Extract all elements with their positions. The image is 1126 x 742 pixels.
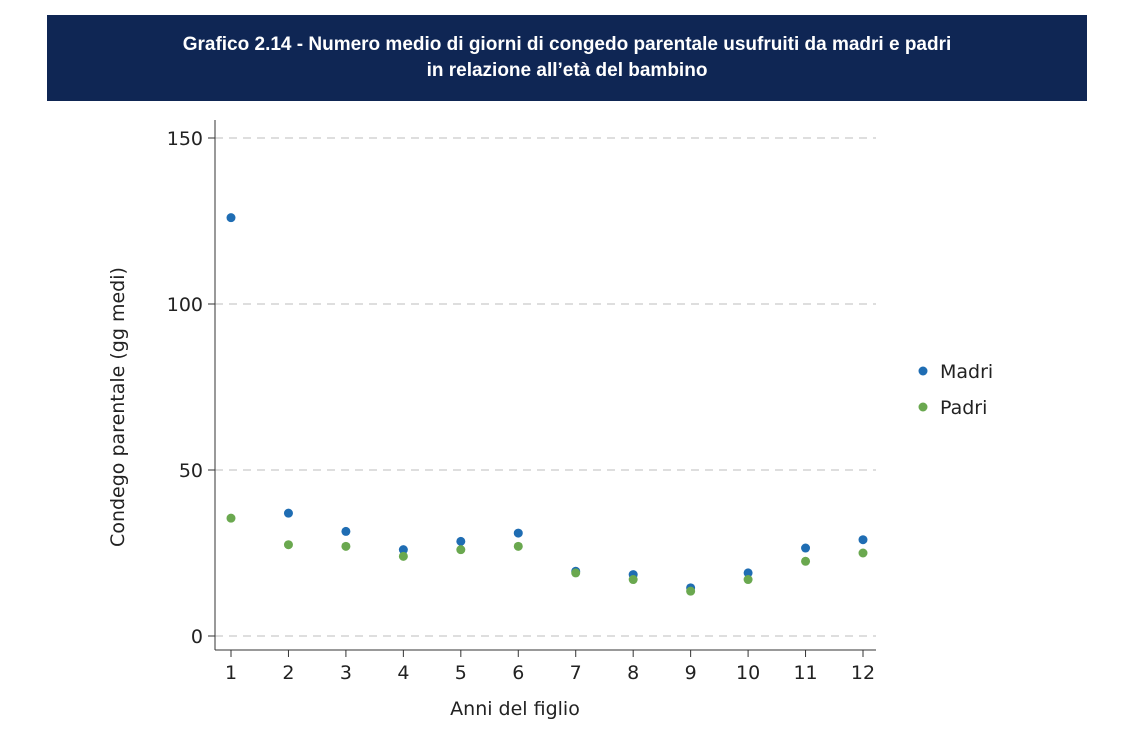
point-madri-4 — [398, 545, 408, 555]
data-points — [226, 213, 868, 596]
x-tick-label-3: 3 — [340, 662, 352, 684]
point-padri-6 — [513, 541, 523, 551]
point-madri-10 — [743, 568, 753, 578]
y-axis-label: Condego parentale (gg medi) — [107, 267, 129, 547]
x-tick-label-12: 12 — [851, 662, 875, 684]
y-tick-label-100: 100 — [167, 294, 203, 316]
gridlines — [215, 137, 876, 637]
point-madri-11 — [801, 543, 811, 553]
point-padri-7 — [571, 568, 581, 578]
point-madri-1 — [226, 213, 236, 223]
point-padri-3 — [341, 541, 351, 551]
y-tick-label-150: 150 — [167, 128, 203, 150]
point-padri-1 — [226, 513, 236, 523]
chart-title-line-1: Grafico 2.14 - Numero medio di giorni di… — [182, 34, 952, 55]
y-tick-label-50: 50 — [179, 460, 203, 482]
point-padri-5 — [456, 545, 466, 555]
legend-label-madri: Madri — [940, 361, 993, 383]
point-padri-10 — [743, 575, 753, 585]
point-madri-6 — [513, 528, 523, 538]
point-padri-12 — [858, 548, 868, 558]
x-tick-label-11: 11 — [793, 662, 817, 684]
x-tick-label-4: 4 — [397, 662, 409, 684]
point-padri-4 — [398, 551, 408, 561]
x-tick-label-7: 7 — [570, 662, 582, 684]
x-tick-label-8: 8 — [627, 662, 639, 684]
point-madri-3 — [341, 526, 351, 536]
point-padri-2 — [283, 540, 293, 550]
chart-title-banner: Grafico 2.14 - Numero medio di giorni di… — [47, 15, 1087, 101]
chart-title-line-2: in relazione all’età del bambino — [426, 60, 708, 81]
x-tick-label-5: 5 — [455, 662, 467, 684]
legend-label-padri: Padri — [940, 397, 987, 419]
point-madri-12 — [858, 535, 868, 545]
x-tick-label-9: 9 — [685, 662, 697, 684]
x-axis-label: Anni del figlio — [450, 698, 580, 720]
point-padri-9 — [686, 586, 696, 596]
legend-marker-padri — [918, 402, 928, 412]
x-tick-label-10: 10 — [736, 662, 760, 684]
axes — [208, 120, 876, 657]
point-madri-5 — [456, 536, 466, 546]
point-padri-11 — [801, 556, 811, 566]
legend: Madri Padri — [918, 361, 993, 419]
y-tick-label-0: 0 — [191, 626, 203, 648]
x-tick-label-6: 6 — [512, 662, 524, 684]
legend-marker-madri — [918, 366, 928, 376]
x-tick-label-1: 1 — [225, 662, 237, 684]
point-padri-8 — [628, 575, 638, 585]
point-madri-2 — [283, 508, 293, 518]
x-tick-label-2: 2 — [282, 662, 294, 684]
